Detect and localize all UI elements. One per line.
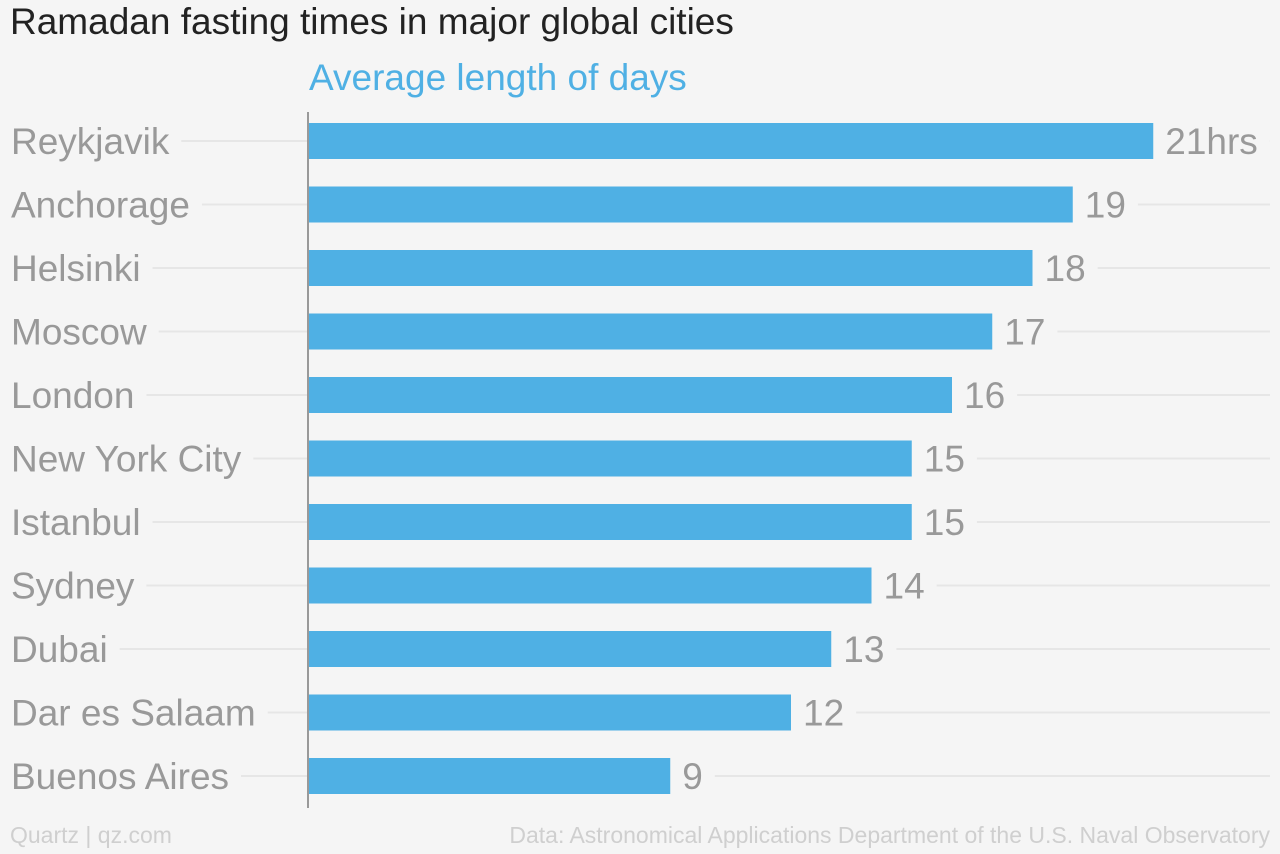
category-label: Moscow: [11, 312, 147, 353]
value-label: 18: [1045, 248, 1086, 289]
bar: [308, 631, 832, 667]
chart-title: Ramadan fasting times in major global ci…: [10, 1, 734, 42]
category-label: Istanbul: [11, 502, 141, 543]
bars: [308, 123, 1154, 794]
category-label: Anchorage: [11, 185, 190, 226]
value-label: 19: [1085, 185, 1126, 226]
value-label: 16: [964, 375, 1005, 416]
bar: [308, 567, 872, 604]
value-label: 21hrs: [1165, 121, 1258, 162]
value-label: 15: [924, 439, 965, 480]
gridlines: [119, 140, 1270, 777]
value-label: 14: [884, 566, 925, 607]
bar: [308, 377, 952, 413]
category-label: Helsinki: [11, 248, 141, 289]
bar: [308, 123, 1154, 159]
category-labels: Reykjavik Anchorage Helsinki Moscow London Ne…: [11, 121, 256, 797]
value-label: 17: [1004, 312, 1045, 353]
category-label: Dubai: [11, 629, 108, 670]
bar: [308, 313, 993, 350]
footer-source: Data: Astronomical Applications Departme…: [509, 822, 1270, 848]
value-label: 9: [682, 756, 703, 797]
bar: [308, 440, 912, 477]
category-label: Dar es Salaam: [11, 693, 256, 734]
bar: [308, 250, 1033, 286]
footer-credit: Quartz | qz.com: [10, 822, 172, 848]
bar: [308, 758, 671, 794]
bar: [308, 504, 912, 540]
bar: [308, 186, 1073, 223]
category-label: London: [11, 375, 134, 416]
category-label: Reykjavik: [11, 121, 170, 162]
value-label: 13: [843, 629, 884, 670]
category-label: New York City: [11, 439, 242, 480]
category-label: Buenos Aires: [11, 756, 229, 797]
bar: [308, 694, 791, 731]
value-label: 12: [803, 693, 844, 734]
category-label: Sydney: [11, 566, 135, 607]
series-label: Average length of days: [309, 57, 687, 98]
value-label: 15: [924, 502, 965, 543]
